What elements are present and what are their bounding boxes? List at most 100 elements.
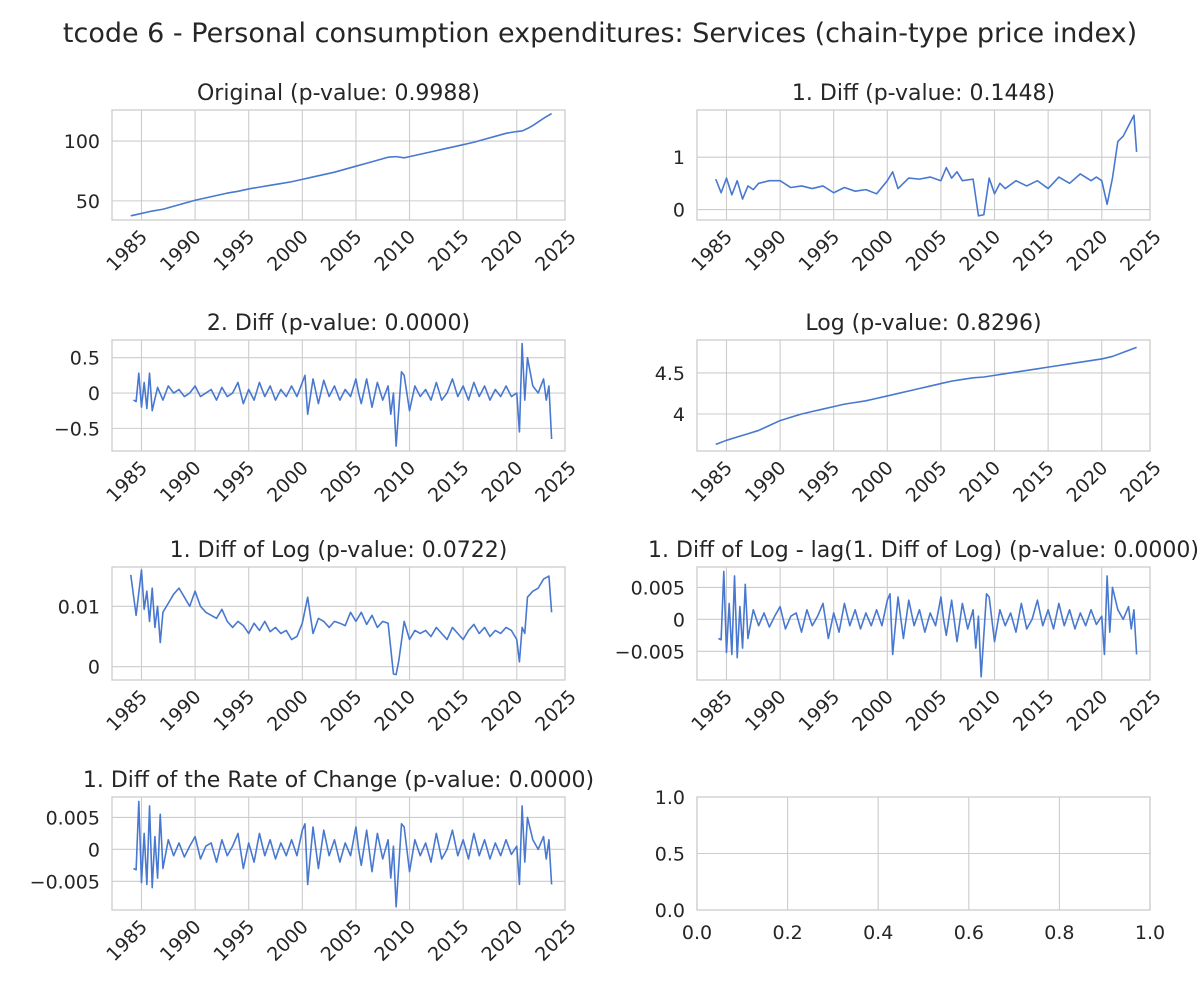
x-tick-label: 1985 — [102, 226, 152, 276]
y-tick-label: 4.5 — [655, 363, 685, 385]
subplot-title: 2. Diff (p-value: 0.0000) — [207, 311, 470, 336]
x-tick-label: 2010 — [955, 457, 1005, 507]
x-tick-label: 1995 — [209, 226, 259, 276]
y-tick-label: 1 — [673, 147, 685, 169]
subplot-title: Original (p-value: 0.9988) — [197, 81, 480, 106]
plot-frame — [111, 339, 566, 452]
x-tick-label: 2010 — [370, 457, 420, 507]
x-tick-label: 1985 — [102, 686, 152, 736]
x-tick-label: 2015 — [1009, 686, 1059, 736]
plot-frame — [696, 339, 1151, 452]
x-tick-label: 0.2 — [772, 922, 802, 944]
subplot-7: 1. Diff of the Rate of Change (p-value: … — [30, 768, 594, 966]
x-tick-label: 2015 — [424, 457, 474, 507]
series-line-1 — [133, 800, 553, 908]
x-tick-label: 2000 — [848, 457, 898, 507]
y-tick-label: −0.005 — [30, 871, 100, 893]
y-tick-label: 50 — [76, 191, 100, 213]
plot-frame — [111, 566, 566, 681]
y-tick-label: 100 — [64, 131, 100, 153]
x-tick-label: 2020 — [478, 686, 528, 736]
x-tick-label: 2000 — [263, 686, 313, 736]
x-tick-label: 0.6 — [954, 922, 984, 944]
x-tick-label: 2005 — [902, 457, 952, 507]
y-tick-label: 0 — [673, 200, 685, 222]
subplot-title: 1. Diff of Log (p-value: 0.0722) — [170, 538, 508, 563]
subplot-5: 1. Diff of Log (p-value: 0.0722) 0 0.01 198… — [58, 538, 581, 736]
x-tick-label: 2000 — [263, 916, 313, 966]
x-tick-label: 2000 — [263, 226, 313, 276]
x-tick-label: 2025 — [531, 457, 581, 507]
x-tick-label: 0.4 — [863, 922, 893, 944]
y-tick-label: 0 — [88, 383, 100, 405]
series-line-1 — [129, 569, 553, 676]
x-tick-label: 2025 — [1116, 226, 1166, 276]
x-tick-label: 1995 — [794, 226, 844, 276]
x-tick-label: 2020 — [478, 457, 528, 507]
x-tick-label: 1990 — [741, 457, 791, 507]
y-tick-label: −0.5 — [54, 418, 100, 440]
y-tick-label: 0.005 — [46, 807, 100, 829]
x-tick-label: 2010 — [955, 226, 1005, 276]
y-tick-label: 0.5 — [655, 844, 685, 866]
x-tick-label: 1995 — [209, 916, 259, 966]
x-tick-label: 2005 — [902, 226, 952, 276]
x-tick-label: 1995 — [209, 457, 259, 507]
x-tick-label: 2005 — [317, 226, 367, 276]
x-tick-label: 1995 — [794, 686, 844, 736]
subplot-title: 1. Diff (p-value: 0.1448) — [792, 81, 1055, 106]
x-tick-label: 2015 — [424, 686, 474, 736]
x-tick-label: 2025 — [1116, 686, 1166, 736]
x-tick-label: 2010 — [370, 686, 420, 736]
subplot-title: Log (p-value: 0.8296) — [805, 311, 1041, 336]
x-tick-label: 2025 — [531, 686, 581, 736]
series-line-1 — [133, 342, 553, 447]
x-tick-label: 1.0 — [1135, 922, 1165, 944]
subplot-8: 0.0 0.5 1.0 0.0 0.2 0.4 0.6 0.8 1.0 — [655, 787, 1165, 944]
plot-frame — [696, 109, 1151, 221]
x-tick-label: 2020 — [1063, 686, 1113, 736]
x-tick-label: 2025 — [531, 916, 581, 966]
y-tick-label: 0.0 — [655, 900, 685, 922]
y-tick-label: 0.5 — [70, 348, 100, 370]
x-tick-label: 1985 — [687, 686, 737, 736]
x-tick-label: 2025 — [531, 226, 581, 276]
plot-frame — [111, 109, 566, 221]
x-tick-label: 1995 — [794, 457, 844, 507]
x-tick-label: 2015 — [1009, 457, 1059, 507]
subplot-1: Original (p-value: 0.9988) 50 100 1985 1990 1… — [64, 81, 581, 276]
y-tick-label: 0 — [673, 609, 685, 631]
y-tick-label: 0.005 — [631, 577, 685, 599]
figure-title: tcode 6 - Personal consumption expenditu… — [63, 18, 1137, 49]
x-tick-label: 1985 — [687, 226, 737, 276]
x-tick-label: 0.0 — [682, 922, 712, 944]
x-tick-label: 2020 — [478, 916, 528, 966]
series-line-1 — [718, 570, 1138, 678]
y-tick-label: 4 — [673, 404, 685, 426]
x-tick-label: 1990 — [156, 226, 206, 276]
x-tick-label: 2020 — [478, 226, 528, 276]
x-tick-label: 1985 — [102, 916, 152, 966]
x-tick-label: 2005 — [317, 916, 367, 966]
x-tick-label: 2020 — [1063, 457, 1113, 507]
x-tick-label: 1985 — [102, 457, 152, 507]
plot-frame — [111, 796, 566, 911]
subplot-6: 1. Diff of Log - lag(1. Diff of Log) (p-… — [615, 538, 1199, 736]
x-tick-label: 1990 — [741, 686, 791, 736]
x-tick-label: 1995 — [209, 686, 259, 736]
series-line-1 — [715, 346, 1137, 446]
x-tick-label: 2005 — [317, 457, 367, 507]
x-tick-label: 2015 — [1009, 226, 1059, 276]
x-tick-label: 2000 — [848, 226, 898, 276]
y-tick-label: 0 — [88, 839, 100, 861]
x-tick-label: 2025 — [1116, 457, 1166, 507]
y-tick-label: 1.0 — [655, 787, 685, 809]
series-line-1 — [715, 114, 1138, 217]
plot-frame — [696, 796, 1151, 911]
x-tick-label: 0.8 — [1044, 922, 1074, 944]
x-tick-label: 1990 — [156, 916, 206, 966]
x-tick-label: 1990 — [156, 457, 206, 507]
